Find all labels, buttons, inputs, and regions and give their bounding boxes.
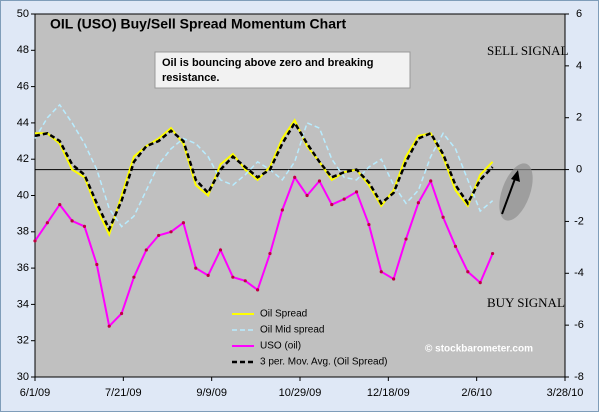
series-point: [181, 221, 185, 225]
series-point: [404, 237, 408, 241]
buy-label: BUY SIGNAL: [487, 295, 565, 310]
series-point: [379, 270, 383, 274]
y2-tick-label: -4: [574, 267, 584, 279]
series-point: [231, 275, 235, 279]
sell-label: SELL SIGNAL: [487, 43, 569, 58]
annotation-box: [154, 51, 411, 89]
chart-title: OIL (USO) Buy/Sell Spread Momentum Chart: [50, 16, 346, 32]
series-point: [441, 215, 445, 219]
x-tick-label: 3/28/10: [547, 387, 584, 399]
series-point: [70, 219, 74, 223]
x-tick-label: 7/21/09: [105, 387, 142, 399]
series-point: [33, 239, 37, 243]
series-point: [354, 190, 359, 194]
series-point: [330, 202, 334, 207]
y2-tick-label: -6: [574, 319, 584, 331]
series-point: [157, 233, 161, 238]
series-point: [107, 324, 111, 328]
arrow-shadow: [499, 163, 533, 221]
arrow: [501, 175, 517, 215]
series-point: [317, 179, 322, 183]
credit: © stockbarometer.com: [425, 344, 533, 355]
series-point: [453, 244, 458, 248]
series-point: [256, 288, 260, 292]
series-point: [342, 197, 346, 201]
series-point: [144, 248, 148, 252]
series-point: [45, 221, 49, 225]
series-point: [119, 311, 124, 316]
y-tick-label: 32: [17, 335, 29, 347]
y2-tick-label: -2: [574, 215, 584, 227]
series-line: [34, 103, 494, 228]
y2-tick-label: -8: [574, 371, 584, 383]
series-point: [280, 208, 284, 212]
series-point: [392, 277, 396, 281]
legend-label: USO (oil): [260, 341, 301, 352]
series-point: [490, 251, 495, 256]
y-tick-label: 30: [17, 371, 29, 383]
series-point: [367, 222, 371, 227]
annotation: resistance.: [162, 72, 219, 84]
series-point: [169, 230, 173, 234]
y-tick-label: 46: [17, 81, 29, 93]
series-point: [243, 279, 247, 283]
series-point: [95, 262, 99, 267]
x-tick-label: 10/29/09: [279, 387, 322, 399]
legend-label: Oil Spread: [260, 309, 307, 320]
x-tick-label: 6/1/09: [20, 387, 51, 399]
y-tick-label: 42: [17, 153, 29, 165]
x-tick-label: 12/18/09: [367, 387, 410, 399]
series-point: [58, 202, 62, 207]
annotation: Oil is bouncing above zero and breaking: [162, 57, 373, 69]
series-point: [466, 270, 470, 274]
y-tick-label: 44: [17, 117, 29, 129]
legend-label: 3 per. Mov. Avg. (Oil Spread): [260, 357, 387, 368]
legend-label: Oil Mid spread: [260, 325, 324, 336]
y2-tick-label: 2: [576, 112, 582, 124]
series-point: [416, 201, 420, 205]
series-point: [429, 179, 433, 183]
series-line: [34, 175, 494, 329]
series-point: [293, 175, 297, 179]
series-point: [206, 273, 210, 277]
series-point: [82, 224, 87, 228]
y2-tick-label: 4: [576, 60, 582, 72]
y-tick-label: 48: [17, 44, 29, 56]
series-point: [132, 275, 136, 279]
series-point: [194, 266, 198, 270]
arrow-head: [511, 170, 520, 182]
y-tick-label: 50: [17, 8, 29, 20]
y2-tick-label: 6: [576, 8, 582, 20]
x-tick-label: 9/9/09: [196, 387, 227, 399]
y2-tick-label: 0: [576, 163, 582, 175]
y-tick-label: 34: [17, 298, 29, 310]
y-tick-label: 38: [17, 226, 29, 238]
x-tick-label: 2/6/10: [461, 387, 492, 399]
y-tick-label: 40: [17, 189, 29, 201]
series-point: [478, 281, 482, 285]
series-point: [218, 248, 223, 252]
series-point: [305, 193, 309, 198]
y-tick-label: 36: [17, 262, 29, 274]
series-point: [268, 251, 272, 256]
series-line: [34, 120, 494, 233]
